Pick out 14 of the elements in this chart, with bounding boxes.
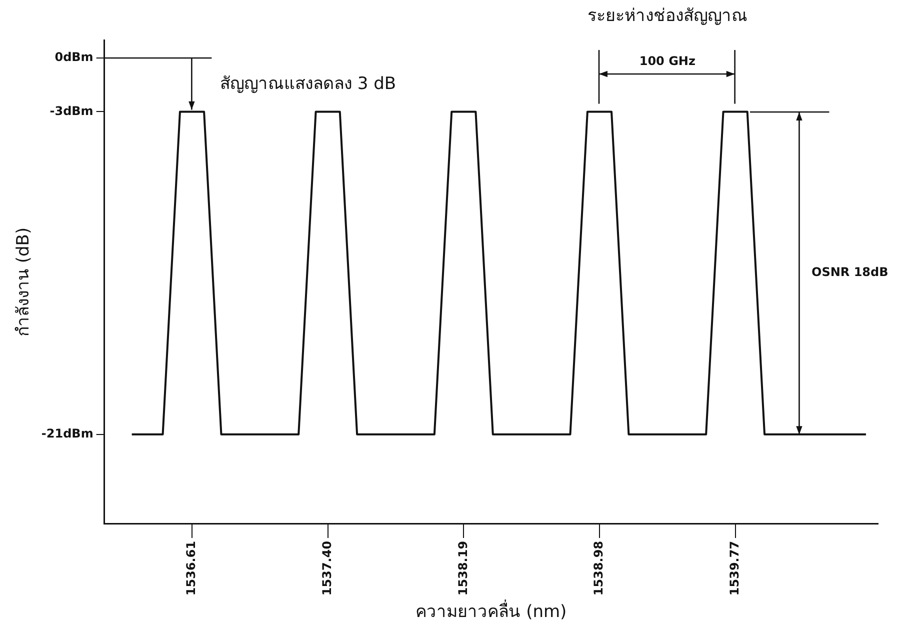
y-tick-label: -3dBm	[50, 104, 94, 118]
annotation: สัญญาณแสงลดลง 3 dB	[220, 74, 396, 94]
x-tick-label: 1538.19	[456, 540, 470, 596]
x-tick-label: 1536.61	[184, 540, 198, 596]
annotation: OSNR 18dB	[812, 265, 888, 280]
y-tick-label: 0dBm	[54, 50, 94, 64]
text: ระยะห่างช่องสัญญาณ	[587, 6, 748, 26]
annotation: 100 GHz	[639, 54, 696, 68]
x-tick-label: 1539.77	[727, 540, 742, 596]
x-tick-label: 1538.98	[592, 540, 606, 596]
y-axis-title: กำลังงาน (dB)	[14, 227, 34, 337]
y-tick-label: -21dBm	[41, 426, 94, 440]
x-axis-title: ความยาวคลื่น (nm)	[416, 599, 567, 622]
x-tick-label: 1537.40	[320, 540, 334, 596]
